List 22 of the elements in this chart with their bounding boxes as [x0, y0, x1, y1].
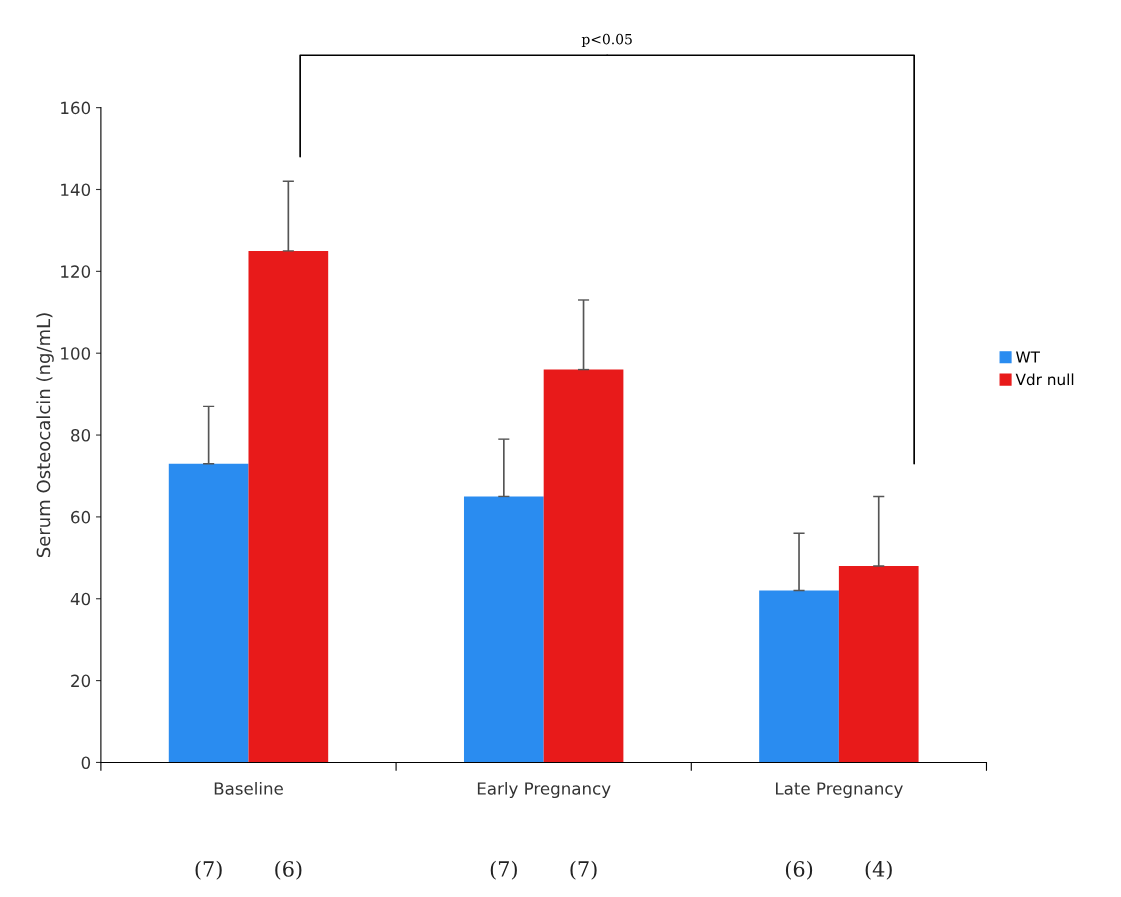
text: (7): [570, 860, 597, 880]
text: (7): [490, 860, 517, 880]
text: (6): [275, 860, 302, 880]
y-tick-label: 60: [71, 510, 91, 524]
x-tick-label: Late Pregnancy: [776, 782, 903, 799]
text: (4): [865, 860, 892, 880]
y-tick-label: 100: [61, 347, 91, 360]
x-tick-label: Early Pregnancy: [477, 781, 611, 799]
text: (7): [195, 860, 222, 880]
text: p<0.05: [581, 33, 632, 48]
y-tick-label: 0: [81, 756, 91, 770]
y-axis-title: Serum Osteocalcin (ng/mL): [36, 313, 54, 558]
text: (6): [785, 860, 813, 880]
legend-label: Vdr null: [1015, 373, 1074, 386]
x-tick-label: Baseline: [214, 781, 283, 795]
y-tick-label: 80: [71, 429, 91, 442]
y-tick-label: 160: [61, 101, 91, 115]
y-tick-label: 140: [61, 183, 91, 197]
y-tick-label: 20: [71, 674, 91, 688]
y-tick-label: 120: [61, 265, 91, 278]
y-tick-label: 40: [70, 592, 91, 606]
legend-label: WT: [1016, 351, 1040, 363]
